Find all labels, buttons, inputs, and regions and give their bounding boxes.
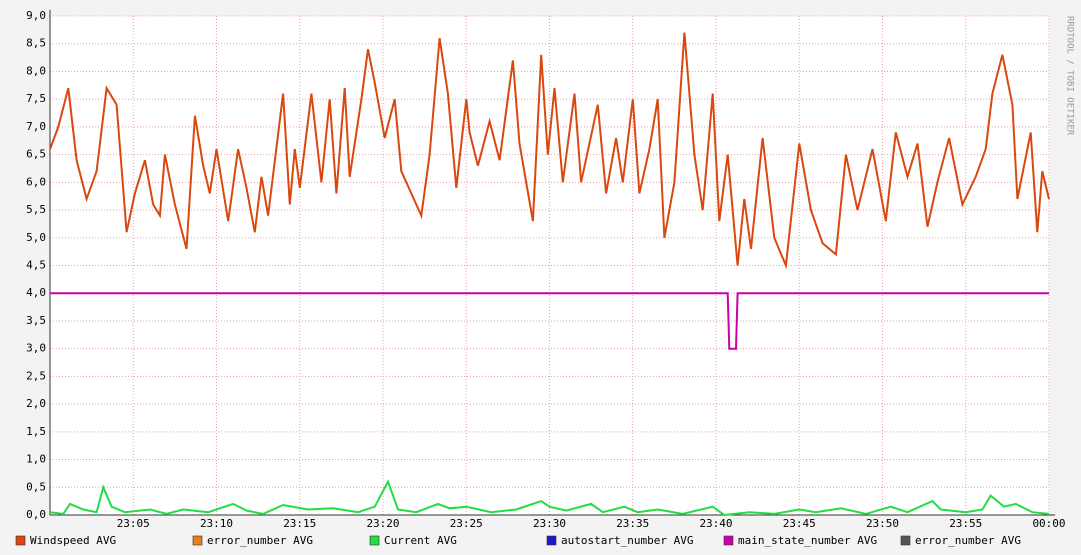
legend-label: Current AVG [384,534,457,547]
x-tick-label: 23:35 [616,517,649,530]
x-tick-label: 23:50 [866,517,899,530]
legend-swatch [546,535,557,546]
y-tick-label: 7,0 [26,120,46,133]
y-tick-label: 3,5 [26,314,46,327]
y-tick-label: 4,0 [26,286,46,299]
y-tick-label: 0,5 [26,480,46,493]
series-line [50,292,1049,350]
y-tick-label: 6,5 [26,148,46,161]
x-tick-label: 00:00 [1032,517,1065,530]
legend-swatch [15,535,26,546]
y-tick-label: 4,5 [26,259,46,272]
x-tick-label: 23:30 [533,517,566,530]
y-tick-label: 2,0 [26,397,46,410]
y-tick-label: 1,5 [26,425,46,438]
y-tick-label: 8,5 [26,37,46,50]
x-tick-label: 23:40 [699,517,732,530]
x-tick-label: 23:55 [949,517,982,530]
y-tick-label: 1,0 [26,453,46,466]
series-line [49,32,1050,270]
legend-label: error_number AVG [207,534,313,547]
legend-swatch [192,535,203,546]
x-tick-label: 23:25 [450,517,483,530]
x-tick-label: 23:05 [117,517,150,530]
x-tick-label: 23:10 [200,517,233,530]
y-tick-label: 5,5 [26,203,46,216]
y-tick-label: 7,5 [26,92,46,105]
x-tick-label: 23:15 [283,517,316,530]
y-tick-label: 6,0 [26,175,46,188]
legend-label: main_state_number AVG [738,534,877,547]
series-line [49,479,1050,517]
x-tick-label: 23:45 [783,517,816,530]
legend-label: error_number AVG [915,534,1021,547]
y-tick-label: 0,0 [26,508,46,521]
legend-swatch [369,535,380,546]
y-tick-label: 9,0 [26,9,46,22]
legend-swatch [723,535,734,546]
legend-label: autostart_number AVG [561,534,693,547]
y-tick-label: 5,0 [26,231,46,244]
legend-swatch [900,535,911,546]
y-tick-label: 2,5 [26,369,46,382]
watermark: RRDTOOL / TOBI OETIKER [1065,16,1075,136]
y-tick-label: 3,0 [26,342,46,355]
y-tick-label: 8,0 [26,64,46,77]
x-tick-label: 23:20 [366,517,399,530]
legend-label: Windspeed AVG [30,534,116,547]
